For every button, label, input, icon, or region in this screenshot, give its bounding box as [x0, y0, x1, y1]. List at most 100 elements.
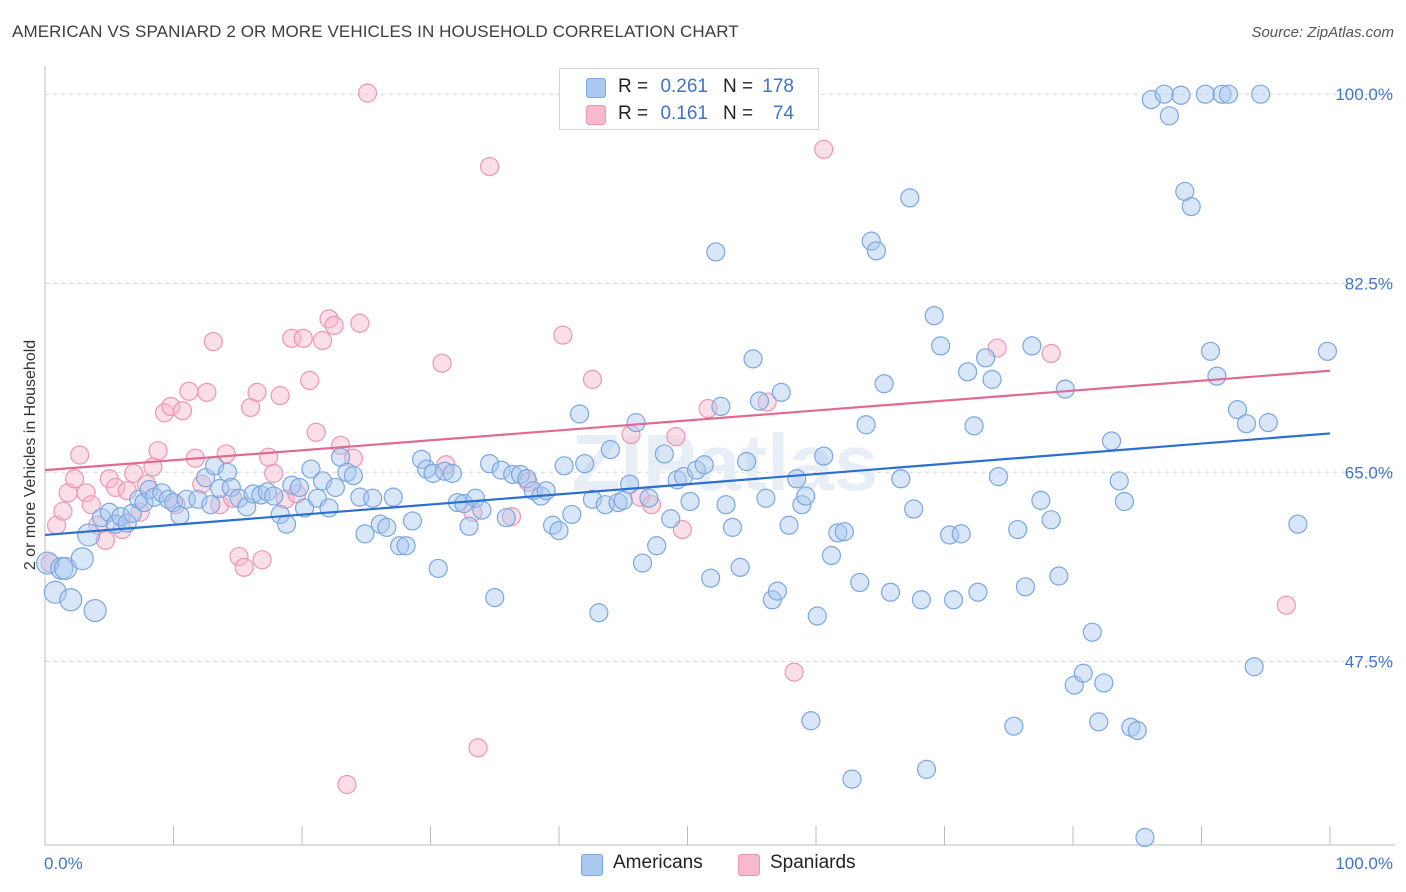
americans-point — [951, 524, 971, 544]
americans-point — [301, 459, 321, 479]
source-label: Source: ZipAtlas.com — [1251, 24, 1394, 41]
americans-point — [496, 508, 516, 528]
americans-point — [722, 517, 743, 537]
spaniards-point — [148, 441, 168, 461]
y-axis-label: 2 or more Vehicles in Household — [22, 340, 39, 570]
spaniards-swatch — [586, 105, 606, 125]
americans-point — [589, 603, 609, 623]
n-value: 178 — [762, 76, 794, 97]
spaniards-point — [784, 662, 804, 682]
americans-point — [842, 769, 862, 789]
legend: Americans Spaniards — [0, 851, 1406, 879]
americans-point — [294, 498, 315, 518]
americans-point — [749, 391, 770, 411]
spaniards-point — [337, 774, 357, 795]
americans-point — [542, 515, 563, 535]
americans-points — [35, 84, 1338, 848]
spaniards-point — [312, 330, 333, 351]
spaniards-point — [64, 469, 85, 489]
legend-label-spaniards: Spaniards — [770, 852, 856, 873]
americans-point — [43, 580, 67, 604]
americans-point — [779, 515, 799, 535]
spaniards-point — [666, 427, 686, 447]
americans-point — [964, 416, 984, 436]
americans-point — [319, 498, 339, 518]
spaniards-point — [270, 386, 290, 406]
y-tick-label: 47.5% — [1345, 652, 1393, 671]
americans-trend-line — [44, 432, 1331, 537]
spaniards-point — [357, 83, 378, 103]
spaniards-point — [275, 489, 295, 509]
americans-point — [828, 523, 848, 543]
americans-point — [801, 711, 821, 731]
americans-point — [821, 545, 842, 566]
americans-point — [575, 454, 595, 474]
americans-point — [982, 369, 1002, 389]
tick-labels: 47.5% 65.0% 82.5% 100.0% 0.0% 100.0% — [44, 85, 1393, 873]
americans-point — [1218, 84, 1239, 104]
spaniards-point — [293, 328, 313, 348]
americans-point — [924, 306, 944, 326]
americans-point — [442, 463, 462, 483]
americans-point — [411, 449, 432, 469]
americans-point — [771, 382, 791, 402]
spaniards-point — [324, 315, 344, 335]
americans-point — [1236, 414, 1257, 434]
r-label: R = — [618, 103, 649, 124]
americans-point — [968, 582, 988, 602]
spaniards-point — [582, 369, 603, 389]
americans-point — [325, 477, 346, 498]
americans-point — [900, 188, 920, 208]
americans-point — [276, 514, 297, 534]
spaniards-point — [53, 501, 73, 521]
americans-point — [1317, 341, 1338, 361]
spaniards-point — [252, 550, 272, 570]
spaniards-point — [247, 382, 267, 402]
americans-swatch — [586, 78, 606, 98]
spaniards-point — [234, 557, 254, 577]
spaniards-legend-swatch — [738, 854, 760, 876]
americans-point — [706, 242, 726, 262]
americans-point — [465, 488, 486, 508]
americans-point — [911, 590, 931, 610]
americans-point — [620, 474, 640, 494]
americans-point — [904, 499, 924, 519]
americans-point — [390, 536, 410, 556]
americans-point — [1195, 84, 1215, 104]
stats-row-americans: R = 0.261 N = 178 — [560, 74, 818, 100]
n-label: N = — [723, 76, 754, 97]
americans-point — [396, 536, 416, 556]
americans-point — [1089, 712, 1109, 732]
y-tick-label: 82.5% — [1345, 274, 1393, 293]
spaniards-point — [468, 738, 488, 758]
chart-title: AMERICAN VS SPANIARD 2 OR MORE VEHICLES … — [12, 22, 739, 41]
trend-lines — [44, 369, 1331, 537]
y-tick-label: 65.0% — [1345, 463, 1393, 482]
spaniards-point — [81, 495, 101, 515]
americans-point — [1004, 716, 1024, 736]
americans-point — [1200, 341, 1221, 361]
stats-box: R = 0.261 N = 178 R = 0.161 N = 74 — [559, 68, 819, 130]
americans-point — [1288, 514, 1308, 534]
americans-point — [554, 456, 574, 476]
spaniards-point — [203, 331, 223, 352]
americans-point — [1049, 566, 1069, 586]
americans-point — [1227, 400, 1248, 420]
spaniards-point — [1276, 595, 1296, 615]
spaniards-point — [161, 396, 181, 417]
spaniards-point — [553, 325, 573, 345]
americans-point — [176, 489, 196, 509]
spaniards-point — [264, 463, 284, 483]
americans-point — [217, 462, 238, 482]
americans-point — [943, 590, 964, 610]
americans-point — [99, 502, 119, 522]
americans-point — [1008, 519, 1028, 540]
spaniards-point — [95, 530, 115, 550]
spaniards-point — [480, 156, 500, 177]
americans-point — [1171, 85, 1191, 105]
americans-point — [170, 505, 190, 526]
n-value: 74 — [772, 103, 794, 124]
americans-point — [1251, 84, 1271, 104]
americans-point — [767, 581, 788, 601]
americans-point — [647, 536, 667, 556]
